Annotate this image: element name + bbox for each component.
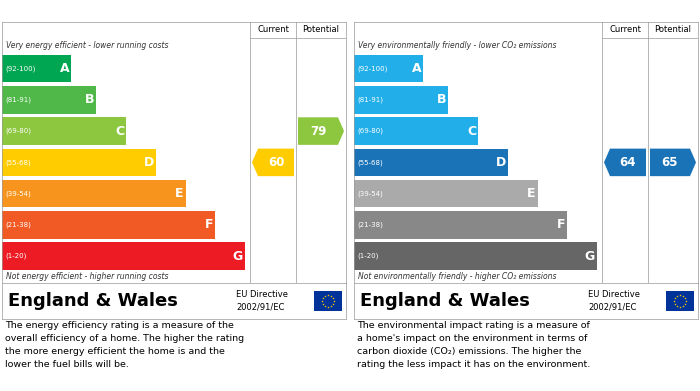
Text: England & Wales: England & Wales xyxy=(8,292,178,310)
Text: EU Directive
2002/91/EC: EU Directive 2002/91/EC xyxy=(588,290,640,312)
Bar xyxy=(2,86,96,113)
Polygon shape xyxy=(252,149,294,176)
Text: (39-54): (39-54) xyxy=(357,190,383,197)
Text: (39-54): (39-54) xyxy=(5,190,31,197)
Text: (69-80): (69-80) xyxy=(357,128,383,135)
Text: A: A xyxy=(412,62,421,75)
Bar xyxy=(666,291,694,311)
Text: Potential: Potential xyxy=(302,25,340,34)
Bar xyxy=(2,180,186,208)
Text: D: D xyxy=(496,156,506,169)
Polygon shape xyxy=(650,149,696,176)
Text: (55-68): (55-68) xyxy=(357,159,383,166)
Bar xyxy=(2,149,156,176)
Bar xyxy=(354,242,597,270)
Text: A: A xyxy=(60,62,69,75)
Bar xyxy=(354,117,478,145)
Text: Potential: Potential xyxy=(654,25,692,34)
Text: Environmental Impact (CO₂) Rating: Environmental Impact (CO₂) Rating xyxy=(359,5,592,18)
Text: EU Directive
2002/91/EC: EU Directive 2002/91/EC xyxy=(236,290,288,312)
Text: B: B xyxy=(437,93,446,106)
Text: England & Wales: England & Wales xyxy=(360,292,530,310)
Text: Very environmentally friendly - lower CO₂ emissions: Very environmentally friendly - lower CO… xyxy=(358,41,556,50)
Bar xyxy=(2,55,71,82)
Text: Energy Efficiency Rating: Energy Efficiency Rating xyxy=(7,5,169,18)
Text: 64: 64 xyxy=(620,156,636,169)
Text: 65: 65 xyxy=(662,156,678,169)
Text: (55-68): (55-68) xyxy=(5,159,31,166)
Text: Very energy efficient - lower running costs: Very energy efficient - lower running co… xyxy=(6,41,169,50)
Text: (92-100): (92-100) xyxy=(357,65,387,72)
Bar xyxy=(2,242,245,270)
Bar xyxy=(354,55,424,82)
Text: F: F xyxy=(556,219,566,231)
Bar xyxy=(354,180,538,208)
Text: 79: 79 xyxy=(310,125,326,138)
Text: The environmental impact rating is a measure of
a home's impact on the environme: The environmental impact rating is a mea… xyxy=(358,321,591,369)
Text: (81-91): (81-91) xyxy=(5,97,31,103)
Text: (92-100): (92-100) xyxy=(5,65,36,72)
Text: E: E xyxy=(527,187,536,200)
Text: G: G xyxy=(233,250,243,263)
Text: Not energy efficient - higher running costs: Not energy efficient - higher running co… xyxy=(6,272,169,281)
Polygon shape xyxy=(298,117,344,145)
Text: C: C xyxy=(467,125,476,138)
Polygon shape xyxy=(604,149,646,176)
Text: The energy efficiency rating is a measure of the
overall efficiency of a home. T: The energy efficiency rating is a measur… xyxy=(6,321,244,369)
Text: (21-38): (21-38) xyxy=(357,222,383,228)
Text: B: B xyxy=(85,93,95,106)
Text: C: C xyxy=(115,125,124,138)
Text: (69-80): (69-80) xyxy=(5,128,31,135)
Text: (1-20): (1-20) xyxy=(357,253,379,260)
Bar xyxy=(354,86,448,113)
Text: Current: Current xyxy=(257,25,289,34)
Text: E: E xyxy=(175,187,183,200)
Text: D: D xyxy=(144,156,154,169)
Text: Not environmentally friendly - higher CO₂ emissions: Not environmentally friendly - higher CO… xyxy=(358,272,556,281)
Bar xyxy=(2,117,126,145)
Bar xyxy=(2,211,216,239)
Text: Current: Current xyxy=(609,25,641,34)
Text: F: F xyxy=(205,219,214,231)
Text: (1-20): (1-20) xyxy=(5,253,27,260)
Text: (21-38): (21-38) xyxy=(5,222,31,228)
Bar xyxy=(354,211,567,239)
Text: (81-91): (81-91) xyxy=(357,97,383,103)
Text: 60: 60 xyxy=(268,156,284,169)
Bar xyxy=(314,291,342,311)
Bar xyxy=(354,149,508,176)
Text: G: G xyxy=(584,250,595,263)
